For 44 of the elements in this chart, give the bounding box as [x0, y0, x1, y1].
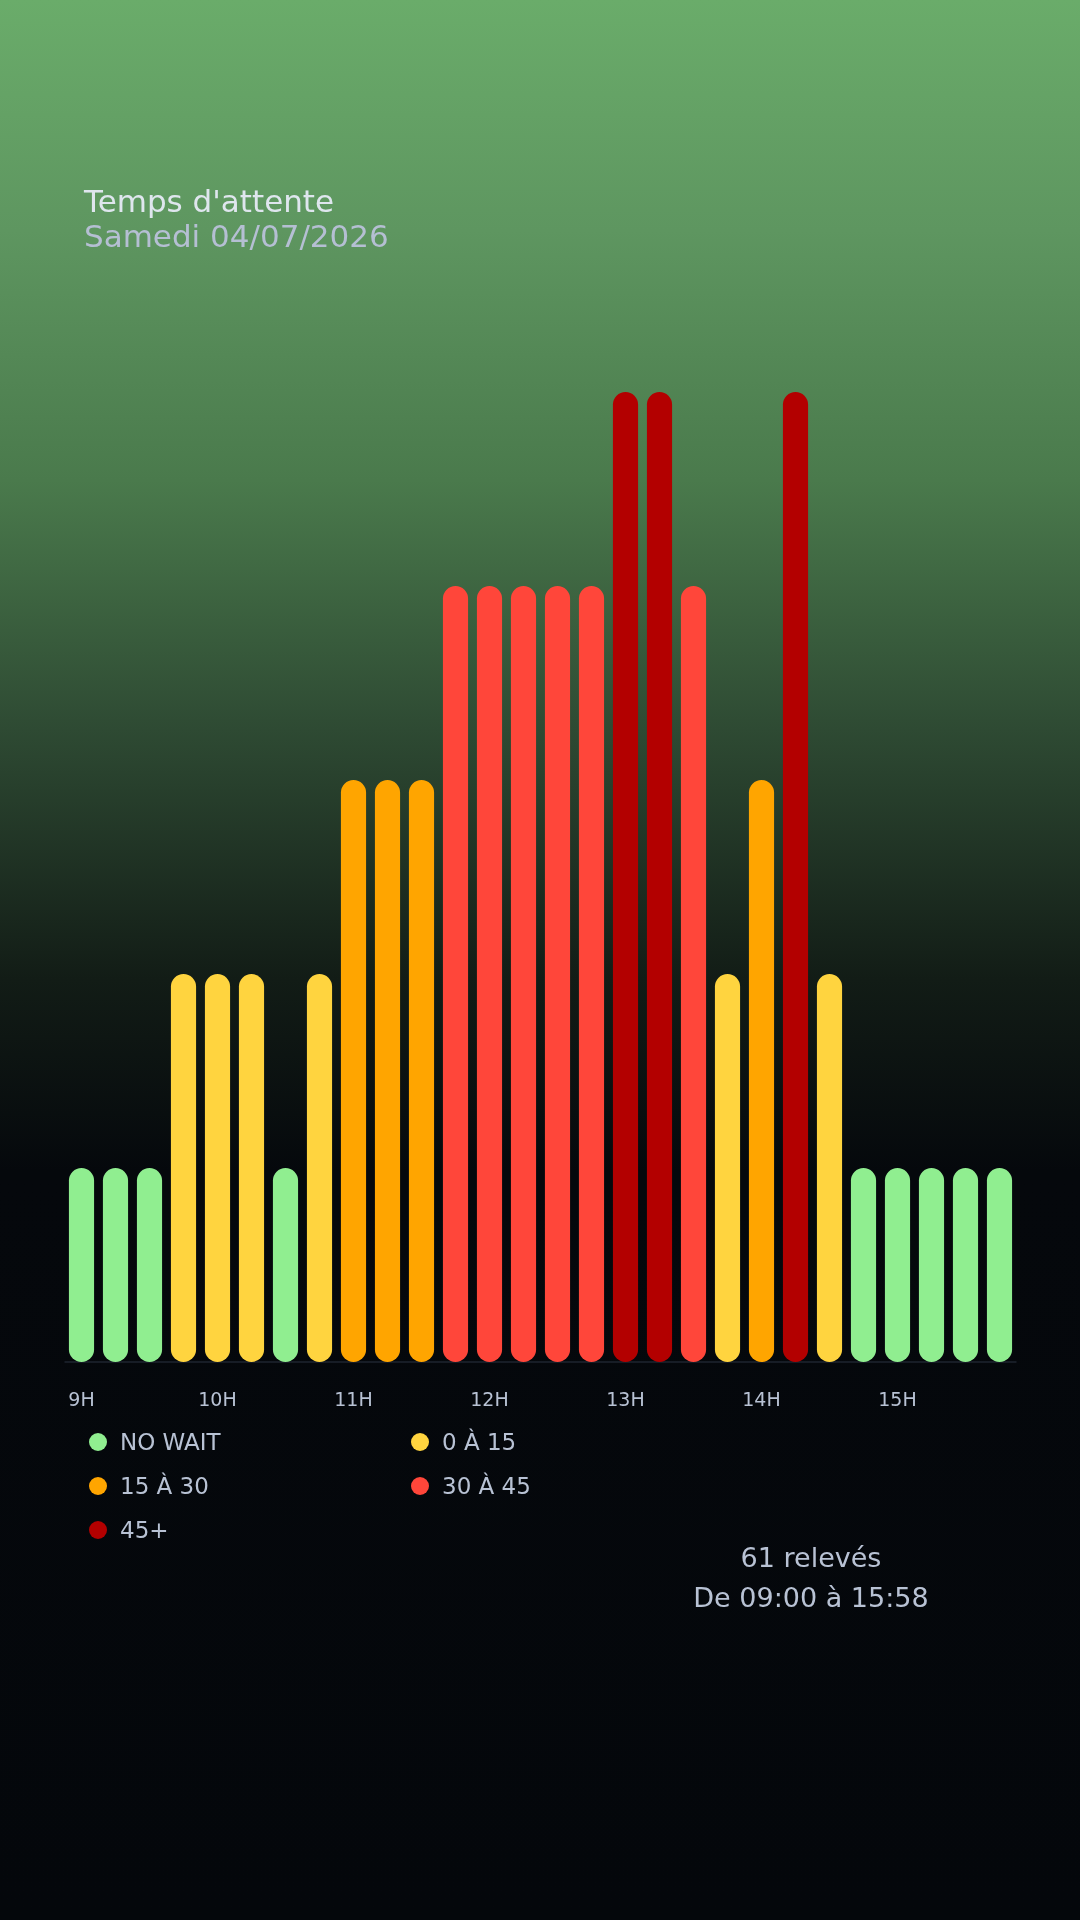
bar — [986, 1168, 1013, 1362]
x-tick-label: 9H — [68, 1388, 95, 1410]
x-tick-label: 15H — [878, 1388, 917, 1410]
legend-label: NO WAIT — [120, 1429, 222, 1455]
legend-label: 0 À 15 — [442, 1428, 517, 1455]
legend-label: 45+ — [120, 1517, 169, 1543]
bar — [952, 1168, 979, 1362]
x-tick-label: 10H — [198, 1388, 237, 1410]
bar — [102, 1168, 129, 1362]
chart-title: Temps d'attente — [83, 183, 335, 219]
bar — [408, 780, 435, 1362]
bar — [68, 1168, 95, 1362]
legend-label: 30 À 45 — [442, 1472, 531, 1499]
text: 61 relevés — [740, 1542, 882, 1573]
bar — [646, 392, 673, 1362]
bar — [272, 1168, 299, 1362]
bar — [374, 780, 401, 1362]
bar — [782, 392, 809, 1362]
bar — [816, 974, 843, 1362]
bar — [476, 586, 503, 1362]
x-tick-label: 11H — [334, 1388, 373, 1410]
bar — [680, 586, 707, 1362]
x-tick-label: 14H — [742, 1388, 781, 1410]
bar — [544, 586, 571, 1362]
chart-subtitle: Samedi 04/07/2026 — [84, 218, 389, 254]
bar — [612, 392, 639, 1362]
bar — [884, 1168, 911, 1362]
bar — [170, 974, 197, 1362]
bar — [578, 586, 605, 1362]
legend-label: 15 À 30 — [120, 1472, 209, 1499]
text: De 09:00 à 15:58 — [693, 1582, 929, 1613]
bar — [850, 1168, 877, 1362]
x-tick-label: 13H — [606, 1388, 645, 1410]
bar — [714, 974, 741, 1362]
bar — [510, 586, 537, 1362]
bar — [918, 1168, 945, 1362]
bar — [306, 974, 333, 1362]
bar — [748, 780, 775, 1362]
bar — [238, 974, 265, 1362]
bar — [136, 1168, 163, 1362]
bar — [340, 780, 367, 1362]
x-tick-label: 12H — [470, 1388, 509, 1410]
bar — [442, 586, 469, 1362]
bar — [204, 974, 231, 1362]
